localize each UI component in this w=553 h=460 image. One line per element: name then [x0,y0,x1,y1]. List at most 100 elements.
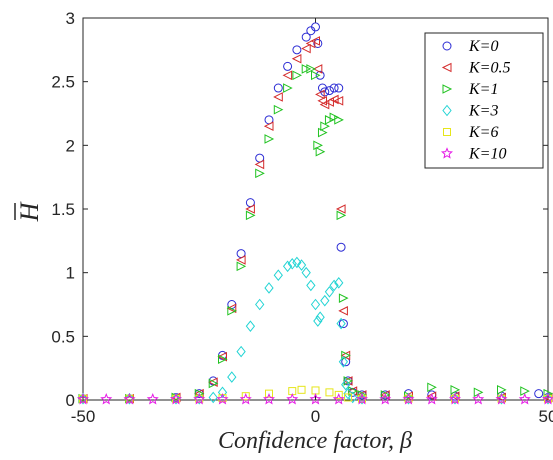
data-point [245,204,255,214]
x-axis-label: Confidence factor, β [218,428,412,454]
data-point [317,127,328,138]
data-point [313,140,323,151]
data-point [315,311,325,324]
data-point [324,285,335,298]
data-point [227,371,237,383]
data-point [245,320,256,332]
data-point [124,392,135,405]
data-point [348,391,358,404]
data-point [239,393,252,405]
data-point [282,70,293,81]
data-point [273,269,283,282]
data-point [306,64,316,74]
data-point [297,385,306,394]
data-point [425,393,438,405]
y-tick-label: 0 [66,391,75,410]
legend-marker [442,41,452,51]
data-point [286,393,299,405]
data-point [336,317,346,330]
data-point [123,393,136,405]
data-point [335,204,346,214]
data-point [263,393,275,405]
data-point [379,393,392,405]
data-point [263,121,274,132]
data-point [312,64,323,74]
y-tick-label: 1.5 [51,200,75,219]
data-point [301,43,311,54]
data-point [170,393,182,405]
y-tick-label: 0.5 [51,327,75,346]
legend-label: K=0 [468,38,498,55]
data-markers [77,22,553,405]
data-point [292,256,302,269]
data-point [534,389,544,399]
data-point [301,64,312,74]
data-point [450,392,460,405]
legend: K=0 K=0.5 K=1 K=3 K=6 K=10 [424,32,544,169]
data-point [226,303,237,314]
y-tick-label: 2 [66,136,75,155]
data-point [310,298,321,311]
data-point [329,279,339,292]
data-point [356,393,368,405]
data-point [403,392,414,405]
data-point [329,112,340,123]
data-point [309,393,322,405]
data-point [77,393,89,405]
data-point [319,99,330,110]
data-point [497,385,507,395]
data-point [264,282,274,294]
data-point [273,92,283,102]
legend-label: K=3 [468,103,498,120]
data-point [283,61,293,71]
data-point [320,294,330,307]
data-point [311,22,320,32]
data-point [518,393,531,405]
data-point [343,387,353,400]
data-point [311,70,321,81]
data-point [336,242,346,252]
y-axis-label: H [14,201,44,222]
data-point [301,32,311,42]
data-point [255,168,265,179]
data-point [333,95,344,106]
data-point [283,83,293,93]
data-point [236,345,246,358]
data-point [193,393,206,405]
data-point [334,83,344,93]
legend-marker [442,104,452,117]
data-point [402,393,415,405]
data-point [194,392,204,405]
data-point [320,121,330,132]
data-point [332,393,345,405]
data-point [273,104,284,115]
data-point [245,210,256,221]
data-point [324,86,334,96]
data-point [380,390,391,400]
data-point [338,319,348,329]
data-point [208,377,218,387]
y-tick-label: 2.5 [51,73,75,92]
data-point [315,146,326,157]
legend-marker [441,62,452,73]
data-point [241,392,250,401]
y-tick-label: 3 [66,9,75,28]
data-point [216,393,229,405]
data-point [296,259,307,271]
data-point [336,210,347,221]
data-point [338,355,349,368]
data-point [171,392,181,405]
data-point [306,279,316,292]
data-point [341,378,351,391]
data-point [255,298,265,311]
x-tick-label: 0 [311,407,320,426]
data-point [282,260,293,273]
y-tick-label: 1 [66,264,75,283]
data-point [292,70,303,81]
data-point [329,83,339,93]
data-point [542,393,553,405]
data-point [287,257,297,270]
data-point [317,95,327,106]
data-point [357,392,367,405]
data-point [310,36,320,46]
